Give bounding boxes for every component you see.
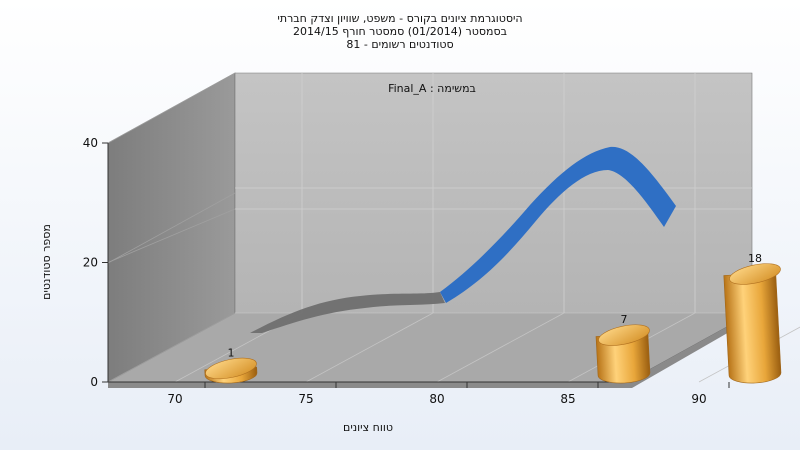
bar: 7 xyxy=(595,313,651,384)
floor-front-edge xyxy=(108,382,627,388)
bar-top xyxy=(729,263,781,285)
curve-ribbon xyxy=(440,146,676,303)
y-tick-label: 40 xyxy=(83,136,98,150)
y-tick-label: 20 xyxy=(83,256,98,270)
bar-top xyxy=(598,324,650,346)
x-axis-label: טווח ציונים xyxy=(343,421,393,434)
y-axis-label: מספר סטודנטים xyxy=(40,224,53,300)
x-tick-label: 90 xyxy=(691,392,706,406)
x-tick-label: 80 xyxy=(429,392,444,406)
bar-value-label: 18 xyxy=(748,252,762,265)
y-axis-ticks: 0 20 40 xyxy=(83,136,108,389)
side-grid-line xyxy=(107,72,236,144)
x-axis-ticks: 707580859095100 xyxy=(167,382,730,406)
curve-shadow-segment xyxy=(250,292,445,333)
floor-grid-line xyxy=(436,312,565,383)
bar: 18 xyxy=(723,252,782,384)
side-grid-line xyxy=(107,312,236,383)
chart-title-line-3: סטודנטים רשומים - 81 xyxy=(346,38,453,51)
back-wall xyxy=(234,72,753,314)
y-tick-label: 0 xyxy=(90,375,98,389)
floor-right-edge xyxy=(627,313,757,388)
bar-body xyxy=(723,272,782,384)
side-grid-line xyxy=(107,192,236,264)
chart-title-line-1: היסטוגרמת ציונים בקורס - משפט, שוויון וצ… xyxy=(277,12,522,25)
floor-grid-line xyxy=(305,312,434,383)
bar-top xyxy=(205,357,257,380)
chart-title-line-2: בסמסטר (01/2014) סמסטר חורף 2014/15 xyxy=(293,25,507,38)
x-tick-label: 75 xyxy=(298,392,313,406)
x-tick-label: 70 xyxy=(167,392,182,406)
chart-title: היסטוגרמת ציונים בקורס - משפט, שוויון וצ… xyxy=(277,12,522,51)
distribution-curve xyxy=(250,146,676,333)
x-tick-label: 85 xyxy=(560,392,575,406)
side-grid-line xyxy=(107,208,236,263)
task-label: במשימה : Final_A xyxy=(388,82,476,95)
bar-value-label: 1 xyxy=(228,346,235,359)
bars: 17182919 xyxy=(204,252,782,384)
bar-value-label: 7 xyxy=(621,313,628,326)
bar: 1 xyxy=(204,346,258,384)
bar-body xyxy=(595,333,651,384)
